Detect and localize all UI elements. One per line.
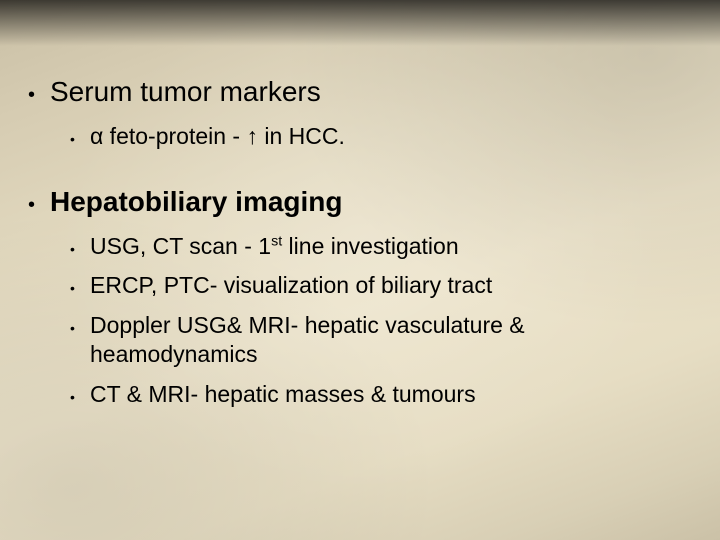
list-item: • Doppler USG& MRI- hepatic vasculature … xyxy=(70,311,680,370)
list-item: • USG, CT scan - 1st line investigation xyxy=(70,232,680,261)
section-heading-row: • Hepatobiliary imaging xyxy=(28,186,680,218)
slide: • Serum tumor markers • α feto-protein -… xyxy=(0,0,720,540)
section-hepatobiliary-imaging: • Hepatobiliary imaging • USG, CT scan -… xyxy=(28,186,680,409)
bullet-icon: • xyxy=(70,279,90,297)
bullet-icon: • xyxy=(70,388,90,406)
sub-bullet-list: • α feto-protein - ↑ in HCC. xyxy=(28,122,680,151)
top-bullet-list: • Serum tumor markers • α feto-protein -… xyxy=(28,76,680,409)
list-item: • α feto-protein - ↑ in HCC. xyxy=(70,122,680,151)
section-heading: Serum tumor markers xyxy=(50,76,321,108)
sub-item-text: ERCP, PTC- visualization of biliary trac… xyxy=(90,271,492,300)
list-item: • CT & MRI- hepatic masses & tumours xyxy=(70,380,680,409)
section-heading-row: • Serum tumor markers xyxy=(28,76,680,108)
sub-bullet-list: • USG, CT scan - 1st line investigation … xyxy=(28,232,680,409)
sub-item-text: CT & MRI- hepatic masses & tumours xyxy=(90,380,476,409)
sub-item-text: Doppler USG& MRI- hepatic vasculature & … xyxy=(90,311,680,370)
slide-content: • Serum tumor markers • α feto-protein -… xyxy=(28,76,680,443)
bullet-icon: • xyxy=(70,319,90,337)
sub-item-text: USG, CT scan - 1st line investigation xyxy=(90,232,459,261)
sub-item-text: α feto-protein - ↑ in HCC. xyxy=(90,122,345,151)
bullet-icon: • xyxy=(28,85,50,105)
list-item: • ERCP, PTC- visualization of biliary tr… xyxy=(70,271,680,300)
section-heading: Hepatobiliary imaging xyxy=(50,186,343,218)
bullet-icon: • xyxy=(28,195,50,215)
section-serum-tumor-markers: • Serum tumor markers • α feto-protein -… xyxy=(28,76,680,152)
bullet-icon: • xyxy=(70,240,90,258)
bullet-icon: • xyxy=(70,130,90,148)
